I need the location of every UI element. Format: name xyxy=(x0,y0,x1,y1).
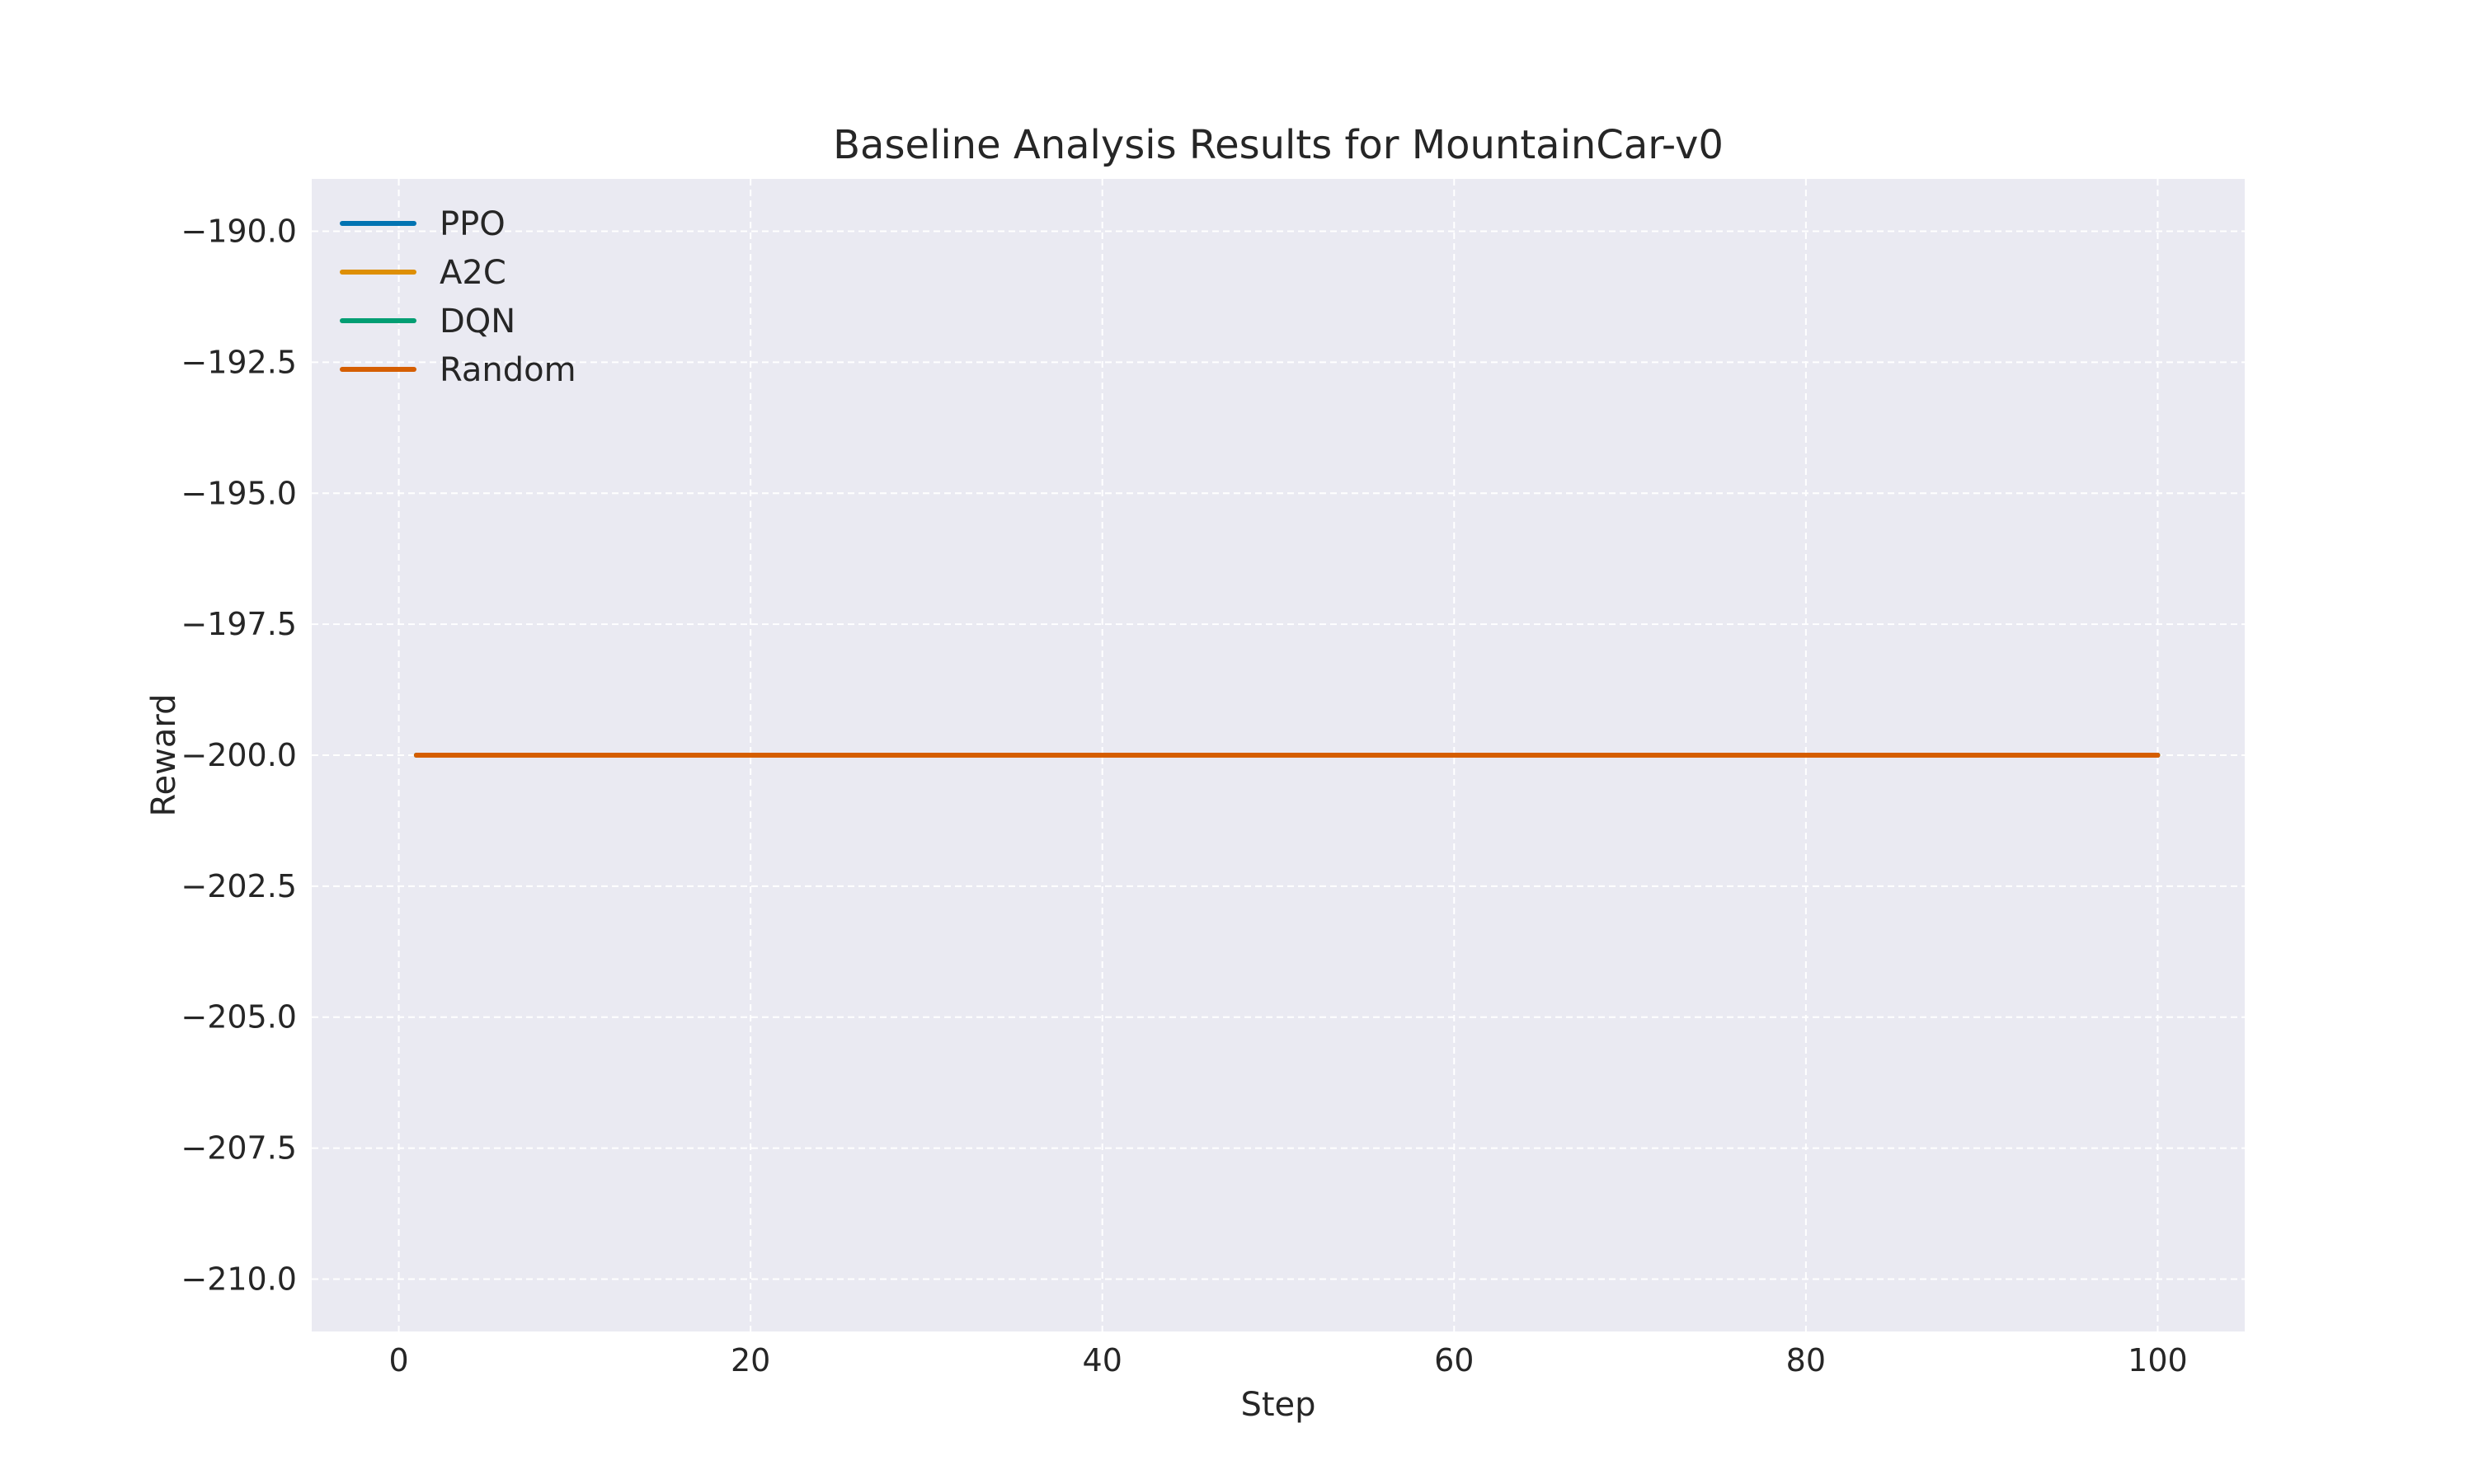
y-tick-label: −195.0 xyxy=(181,475,297,511)
x-tick-label: 0 xyxy=(388,1342,408,1378)
x-tick-label: 100 xyxy=(2128,1342,2188,1378)
legend-label: A2C xyxy=(440,254,506,292)
y-tick-label: −202.5 xyxy=(181,868,297,904)
x-axis-label: Step xyxy=(1240,1386,1315,1424)
y-tick-label: −205.0 xyxy=(181,999,297,1036)
y-tick-label: −190.0 xyxy=(181,214,297,250)
y-tick-label: −210.0 xyxy=(181,1261,297,1297)
chart-title: Baseline Analysis Results for MountainCa… xyxy=(833,122,1724,168)
y-axis: −190.0 −192.5 −195.0 −197.5 −200.0 −202.5 −205… xyxy=(181,214,297,1298)
x-tick-label: 60 xyxy=(1434,1342,1474,1378)
y-tick-label: −197.5 xyxy=(181,606,297,642)
legend-label: PPO xyxy=(440,205,506,243)
x-tick-label: 20 xyxy=(731,1342,770,1378)
y-tick-label: −200.0 xyxy=(181,737,297,773)
x-axis: 0 20 40 60 80 100 xyxy=(388,1342,2187,1378)
x-tick-label: 40 xyxy=(1083,1342,1122,1378)
y-tick-label: −192.5 xyxy=(181,344,297,380)
legend-label: Random xyxy=(440,351,576,389)
legend: PPO A2C DQN Random xyxy=(340,205,576,389)
grid xyxy=(312,179,2245,1331)
legend-label: DQN xyxy=(440,303,515,340)
y-axis-label: Reward xyxy=(145,694,183,817)
y-tick-label: −207.5 xyxy=(181,1130,297,1167)
x-tick-label: 80 xyxy=(1786,1342,1826,1378)
